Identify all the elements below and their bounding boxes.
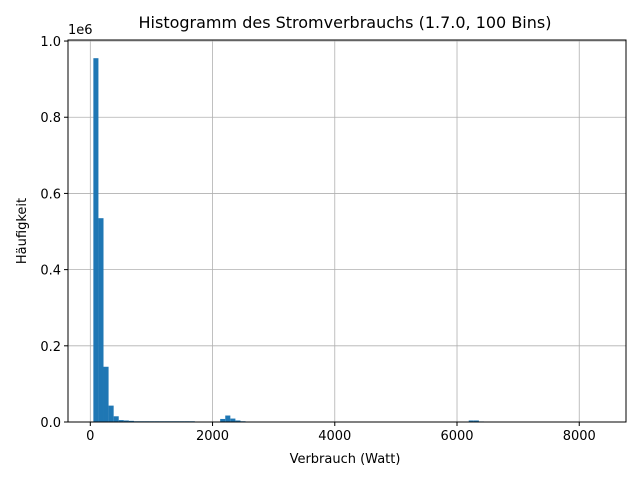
bar — [123, 420, 129, 422]
bar — [98, 218, 104, 422]
bar — [230, 418, 236, 422]
y-tick-label: 0.4 — [40, 264, 61, 279]
bar — [235, 420, 241, 422]
bar — [473, 420, 479, 422]
bar — [118, 420, 124, 422]
x-tick-label: 2000 — [196, 429, 229, 444]
y-offset-label: 1e6 — [68, 23, 93, 38]
y-tick-label: 0.8 — [40, 111, 61, 126]
x-tick-label: 8000 — [563, 429, 596, 444]
bar — [108, 405, 114, 422]
bar — [128, 420, 134, 422]
y-tick-label: 0.6 — [40, 187, 61, 202]
y-axis-label: Häufigkeit — [15, 198, 30, 264]
bar — [113, 416, 119, 422]
bar — [225, 415, 231, 422]
y-tick-label: 1.0 — [40, 35, 61, 50]
y-tick-label: 0.2 — [40, 340, 61, 355]
chart-title: Histogramm des Stromverbrauchs (1.7.0, 1… — [139, 13, 552, 32]
x-axis-label: Verbrauch (Watt) — [290, 452, 401, 467]
x-tick-label: 6000 — [440, 429, 473, 444]
bar — [220, 418, 226, 422]
y-tick-label: 0.0 — [40, 416, 61, 431]
bar — [103, 366, 109, 422]
bar — [93, 58, 99, 422]
x-tick-label: 4000 — [318, 429, 351, 444]
bar — [468, 420, 474, 422]
plot-frame — [67, 39, 627, 423]
x-tick-label: 0 — [86, 429, 94, 444]
